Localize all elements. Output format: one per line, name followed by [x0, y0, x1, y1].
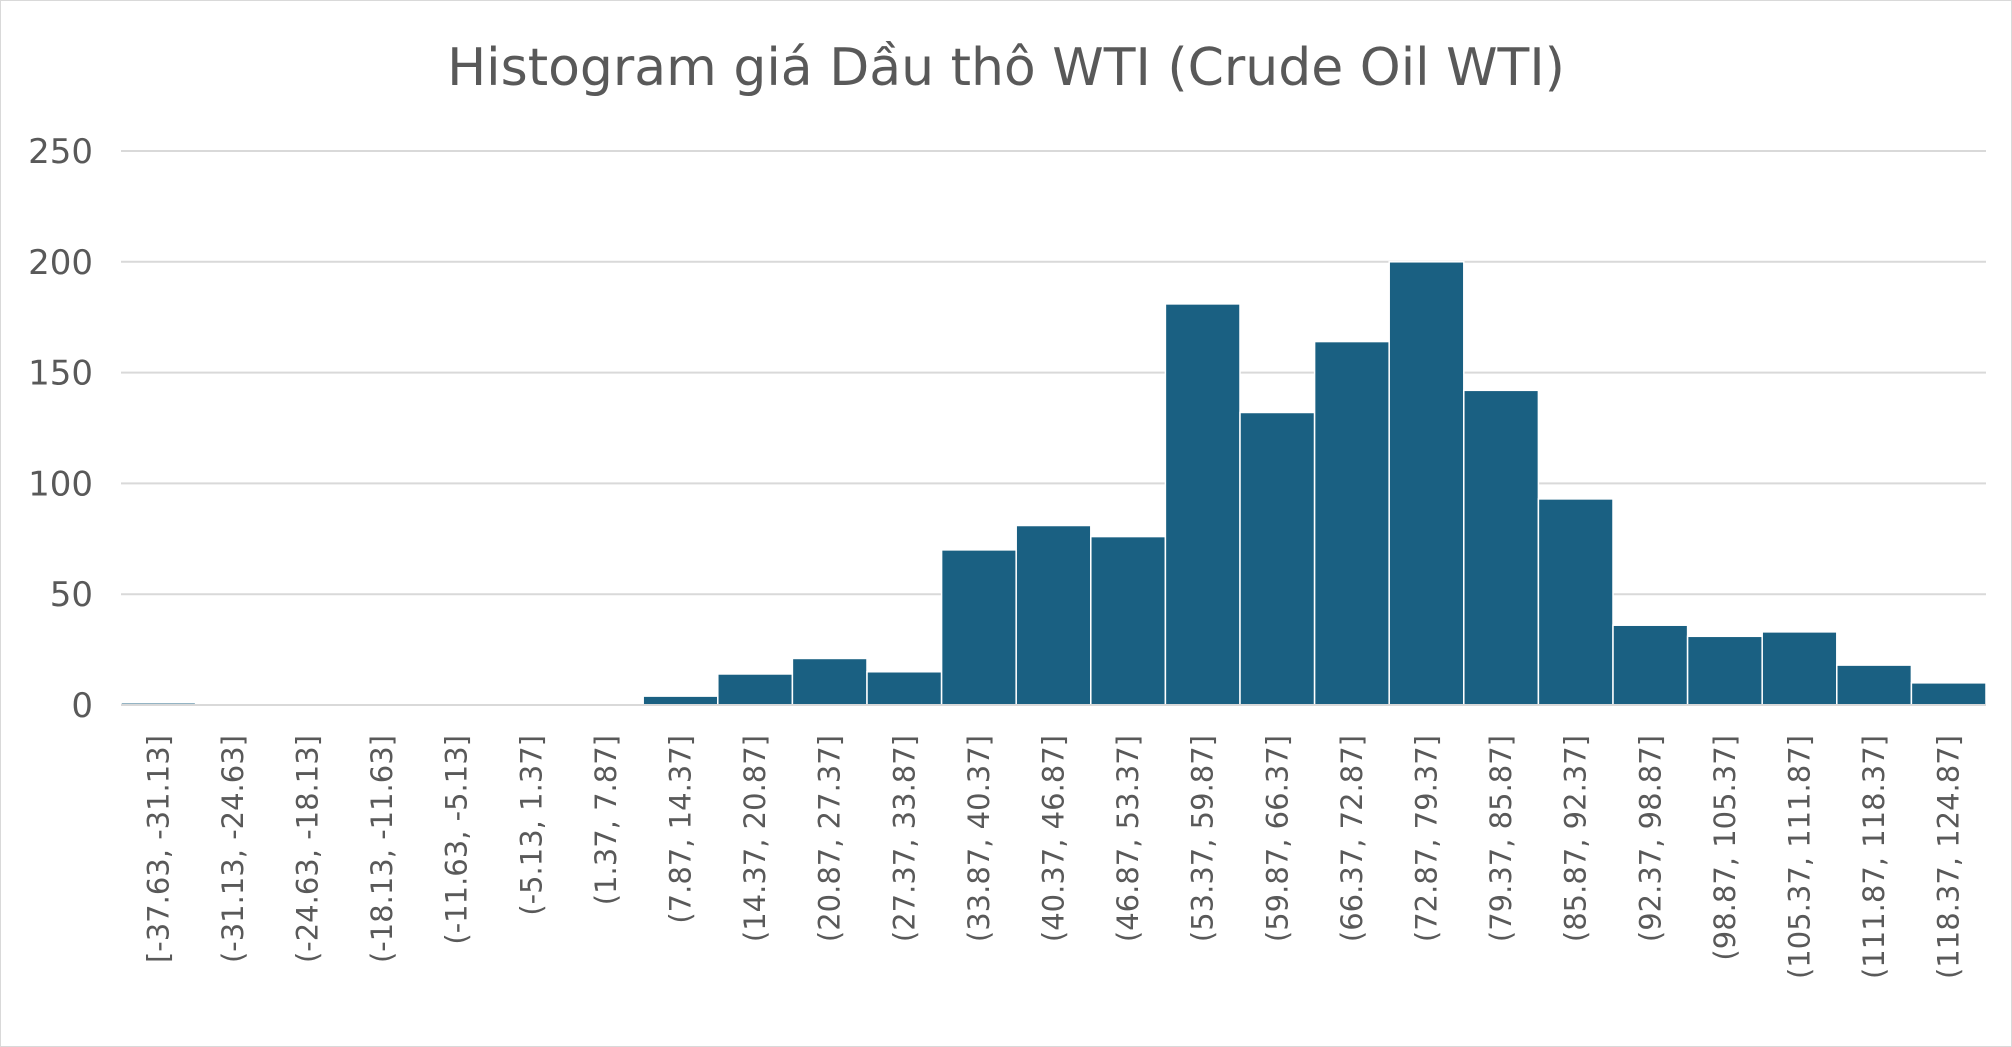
histogram-bars — [120, 261, 1987, 706]
x-tick-label: (79.37, 85.87] — [1484, 735, 1518, 942]
histogram-bar — [642, 695, 719, 706]
x-tick-label: (85.87, 92.37] — [1559, 735, 1593, 942]
x-tick-label: (105.37, 111.87] — [1783, 735, 1817, 979]
x-tick-label: (-24.63, -18.13] — [291, 735, 325, 963]
histogram-bar — [1463, 389, 1540, 706]
x-tick-label: (27.37, 33.87] — [887, 735, 921, 942]
histogram-bar — [1761, 631, 1838, 706]
x-tick-label: (-31.13, -24.63] — [216, 735, 250, 963]
histogram-bar — [940, 549, 1017, 706]
histogram-bar — [1836, 664, 1913, 706]
y-tick-label: 250 — [28, 132, 93, 172]
x-tick-label: (53.37, 59.87] — [1186, 735, 1220, 942]
x-tick-label: [-37.63, -31.13] — [141, 735, 175, 963]
histogram-bar — [866, 671, 943, 706]
x-axis-tick-labels: [-37.63, -31.13] (-31.13, -24.63] (-24.63,… — [141, 735, 1965, 979]
histogram-bar — [1090, 535, 1167, 706]
x-tick-label: (111.87, 118.37] — [1857, 735, 1891, 979]
histogram-bar — [791, 657, 868, 706]
histogram-bar — [717, 673, 794, 706]
x-tick-label: (98.87, 105.37] — [1708, 735, 1742, 961]
y-tick-label: 50 — [50, 575, 93, 615]
x-tick-label: (7.87, 14.37] — [664, 735, 698, 924]
histogram-bar — [1388, 261, 1465, 706]
x-tick-label: (20.87, 27.37] — [813, 735, 847, 942]
x-tick-label: (-18.13, -11.63] — [365, 735, 399, 963]
gridlines — [121, 150, 1986, 596]
x-tick-label: (66.37, 72.87] — [1335, 735, 1369, 942]
x-tick-label: (33.87, 40.37] — [962, 735, 996, 942]
y-tick-label: 0 — [71, 686, 93, 726]
histogram-bar — [1537, 498, 1614, 706]
x-tick-label: (72.87, 79.37] — [1410, 735, 1444, 942]
x-tick-label: (14.37, 20.87] — [738, 735, 772, 942]
x-tick-label: (92.37, 98.87] — [1633, 735, 1667, 942]
x-tick-label: (-11.63, -5.13] — [440, 735, 474, 945]
y-tick-label: 200 — [28, 243, 93, 283]
x-tick-label: (40.37, 46.87] — [1037, 735, 1071, 942]
x-tick-label: (46.87, 53.37] — [1111, 735, 1145, 942]
histogram-bar — [1910, 682, 1987, 706]
histogram-bar — [1686, 635, 1763, 706]
x-tick-label: (118.37, 124.87] — [1932, 735, 1966, 979]
x-tick-label: (1.37, 7.87] — [589, 735, 623, 905]
histogram-bar — [1015, 524, 1092, 706]
histogram-bar — [1612, 624, 1689, 706]
histogram-bar — [1164, 303, 1241, 706]
x-tick-label: (59.87, 66.37] — [1260, 735, 1294, 942]
y-axis-tick-labels: 0 50 100 150 200 250 — [28, 132, 93, 726]
y-tick-label: 100 — [28, 464, 93, 504]
y-tick-label: 150 — [28, 354, 93, 394]
x-tick-label: (-5.13, 1.37] — [514, 735, 548, 916]
histogram-bar — [1313, 340, 1390, 706]
chart-title: Histogram giá Dầu thô WTI (Crude Oil WTI… — [447, 38, 1565, 98]
histogram-bar — [1239, 411, 1316, 706]
